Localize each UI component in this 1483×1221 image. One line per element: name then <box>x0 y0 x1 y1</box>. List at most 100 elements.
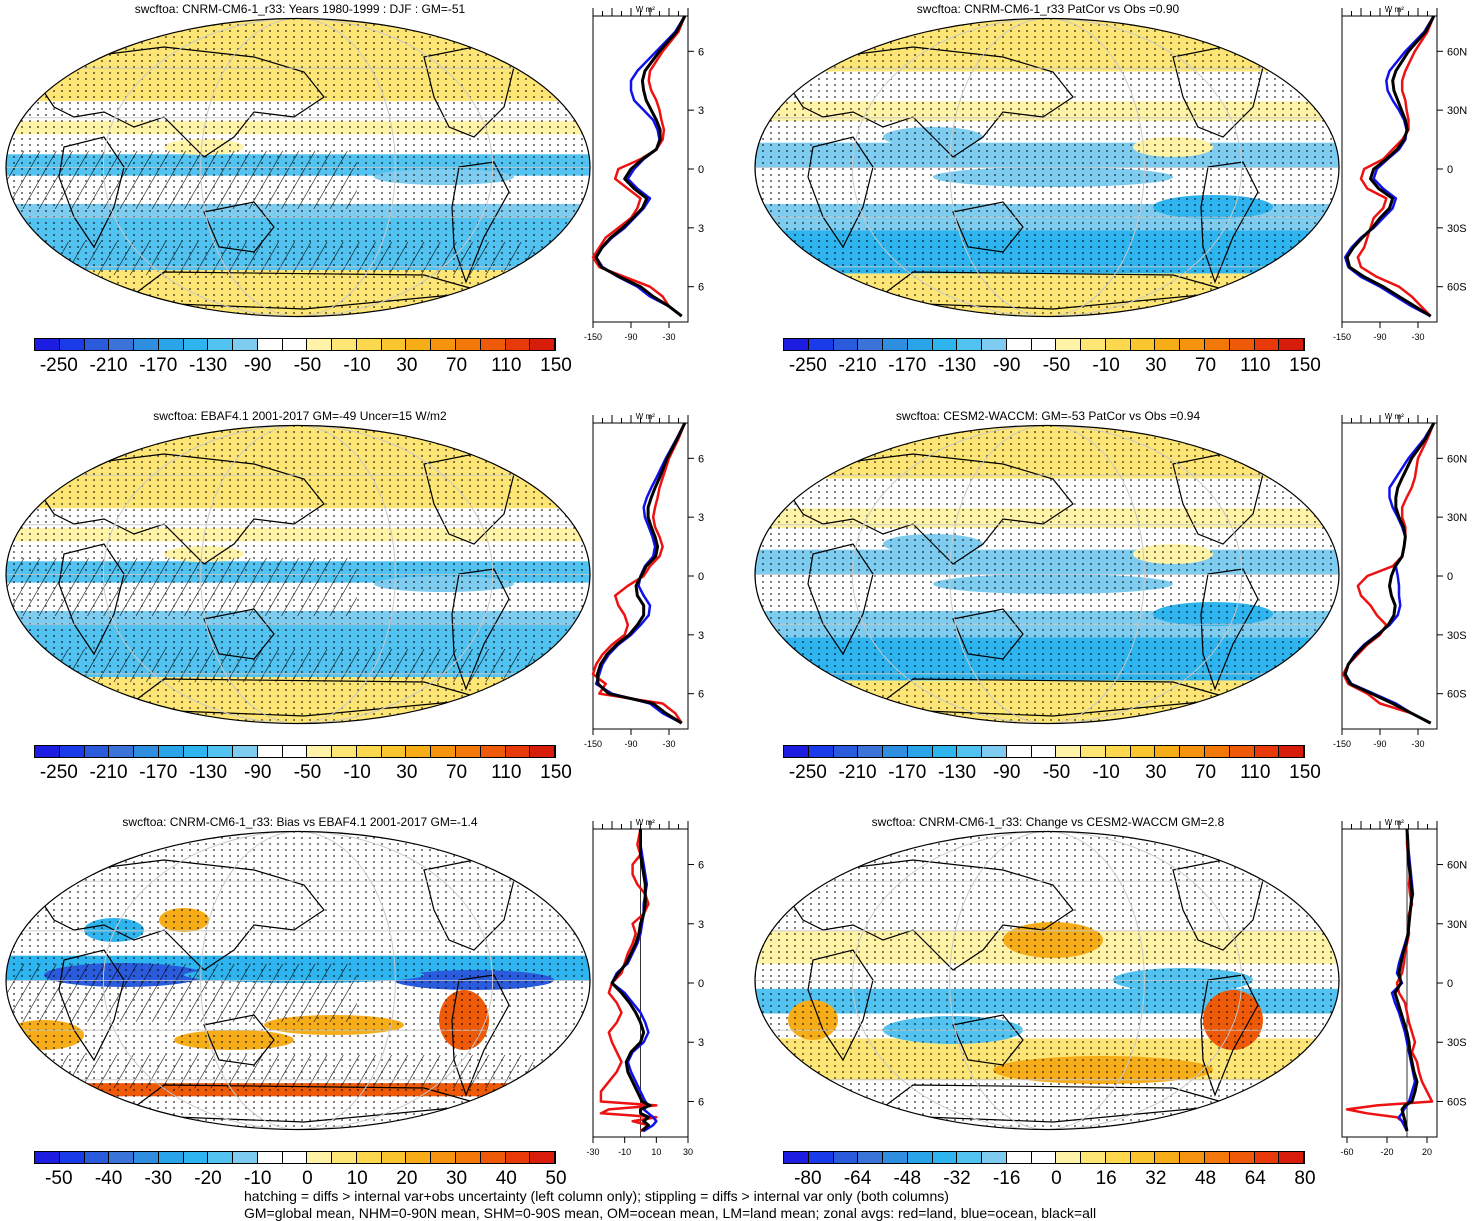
colorbar-swatch <box>134 746 159 757</box>
colorbar-swatch <box>932 746 958 757</box>
colorbar-tick-label: -250 <box>39 355 78 376</box>
map-border <box>754 17 1340 318</box>
colorbar-swatch <box>208 339 234 350</box>
colorbar-swatch <box>883 339 908 350</box>
colorbar-swatch <box>356 1152 382 1163</box>
colorbar-swatch <box>1205 1152 1230 1163</box>
colorbar-swatch <box>1006 746 1032 757</box>
map-panel-1 <box>5 17 591 318</box>
colorbar-swatch <box>784 339 809 350</box>
profile-line-all <box>1345 15 1436 318</box>
colorbar-swatch <box>1056 339 1082 350</box>
colorbar-tick-label: 150 <box>1289 355 1321 376</box>
colorbar-swatch <box>109 1152 135 1163</box>
profile-line-all <box>594 15 687 318</box>
colorbar-tick-label: -32 <box>943 1168 971 1189</box>
colorbar-tick-label: -170 <box>888 355 927 376</box>
map-panel-6 <box>754 830 1340 1131</box>
colorbar-swatch <box>84 339 110 350</box>
profile-lat-label: 0 <box>698 164 704 176</box>
panel-title: swcftoa: EBAF4.1 2001-2017 GM=-49 Uncer=… <box>153 409 447 423</box>
colorbar-swatch <box>356 746 382 757</box>
colorbar-tick-label: -130 <box>188 762 228 783</box>
panel-title: swcftoa: CNRM-CM6-1_r33: Years 1980-1999… <box>134 2 466 16</box>
colorbar-swatch <box>907 746 933 757</box>
colorbar-tick-label: -20 <box>194 1168 222 1189</box>
colorbar-swatch <box>431 746 457 757</box>
colorbar-swatch <box>808 339 834 350</box>
profile-lat-label: 30N <box>698 105 704 117</box>
colorbar-tick-label: 40 <box>495 1168 517 1189</box>
colorbar-labels: -250 -210 -170 -130 -90 -50 -10 30 70 110 150 <box>783 762 1321 783</box>
colorbar-tick-label: -130 <box>188 355 228 376</box>
map-border <box>5 424 591 725</box>
colorbar-swatch <box>1006 1152 1032 1163</box>
profile-line-land <box>1345 829 1434 1132</box>
profile-x-label: -90 <box>1373 332 1386 342</box>
colorbar-swatch <box>35 746 60 757</box>
profile-line-ocean <box>1390 828 1417 1132</box>
colorbar-tick-label: -50 <box>45 1168 73 1189</box>
colorbar-tick-label: -130 <box>937 355 977 376</box>
profile-lat-label: 0 <box>698 978 704 990</box>
colorbar-swatch <box>282 339 308 350</box>
colorbar-swatch <box>883 1152 908 1163</box>
profile-lat-label: 30S <box>1447 223 1467 235</box>
colorbar-swatch <box>1105 1152 1131 1163</box>
profile-frame <box>592 15 689 323</box>
colorbar-tick-label: -10 <box>343 355 371 376</box>
colorbar-swatch <box>1081 339 1106 350</box>
colorbar-labels: -250 -210 -170 -130 -90 -50 -10 30 70 110 150 <box>34 355 572 376</box>
colorbar-swatch <box>808 746 834 757</box>
profile-lat-label: 0 <box>1447 978 1453 990</box>
colorbar-tick-label: -40 <box>94 1168 123 1189</box>
profile-lat-label: 60S <box>1447 1096 1467 1108</box>
colorbar-swatch <box>932 339 958 350</box>
colorbar <box>783 1151 1305 1164</box>
colorbar-swatch <box>505 339 531 350</box>
panel-title: swcftoa: CESM2-WACCM: GM=-53 PatCor vs O… <box>895 409 1201 423</box>
colorbar-tick-label: -80 <box>794 1168 822 1189</box>
colorbar-swatch <box>406 339 432 350</box>
colorbar-swatch <box>1180 1152 1206 1163</box>
colorbar-swatch <box>480 339 506 350</box>
colorbar-swatch <box>784 746 809 757</box>
colorbar-tick-label: -210 <box>838 355 877 376</box>
colorbar-swatch <box>1229 1152 1255 1163</box>
profile-lat-label: 30N <box>1447 919 1467 931</box>
colorbar-tick-label: -90 <box>992 355 1021 376</box>
colorbar-swatch <box>480 746 506 757</box>
profile-x-label: -30 <box>1411 332 1424 342</box>
colorbar-tick-label: -90 <box>243 355 272 376</box>
colorbar-tick-label: -170 <box>888 762 927 783</box>
colorbar-swatch <box>858 746 884 757</box>
colorbar-tick-label: -210 <box>89 355 128 376</box>
colorbar-swatch <box>957 339 983 350</box>
colorbar-swatch <box>957 1152 983 1163</box>
colorbar-tick-label: -210 <box>838 762 877 783</box>
colorbar-swatch <box>332 746 357 757</box>
colorbar-swatch <box>932 1152 958 1163</box>
profile-x-label: -90 <box>624 739 637 749</box>
colorbar-tick-label: -250 <box>788 355 827 376</box>
profile-line-ocean <box>594 422 686 725</box>
colorbar-swatch <box>1229 746 1255 757</box>
colorbar-tick-label: -10 <box>343 762 371 783</box>
colorbar-tick-label: 32 <box>1145 1168 1167 1189</box>
colorbar-labels: -250 -210 -170 -130 -90 -50 -10 30 70 110 150 <box>783 355 1321 376</box>
colorbar-swatch <box>530 746 556 757</box>
map-panel-5 <box>5 830 591 1131</box>
zonal-profile-1: W m² -150 -90 -30 60N 30N 0 30S 60S <box>584 5 704 342</box>
map-field <box>755 18 1339 317</box>
colorbar-swatch <box>257 339 283 350</box>
colorbar <box>783 338 1305 351</box>
colorbar-swatch <box>381 746 407 757</box>
zonal-profile-2: W m² -150 -90 -30 60N 30N 0 30S 60S <box>1333 5 1467 342</box>
profile-x-label: -150 <box>584 332 602 342</box>
profile-frame <box>1341 422 1438 730</box>
profile-x-label: 10 <box>651 1147 661 1157</box>
colorbar-swatch <box>1031 746 1057 757</box>
colorbar-labels: -250 -210 -170 -130 -90 -50 -10 30 70 110 150 <box>34 762 572 783</box>
colorbar-tick-label: 110 <box>491 355 522 376</box>
colorbar-tick-label: -50 <box>1042 762 1071 783</box>
